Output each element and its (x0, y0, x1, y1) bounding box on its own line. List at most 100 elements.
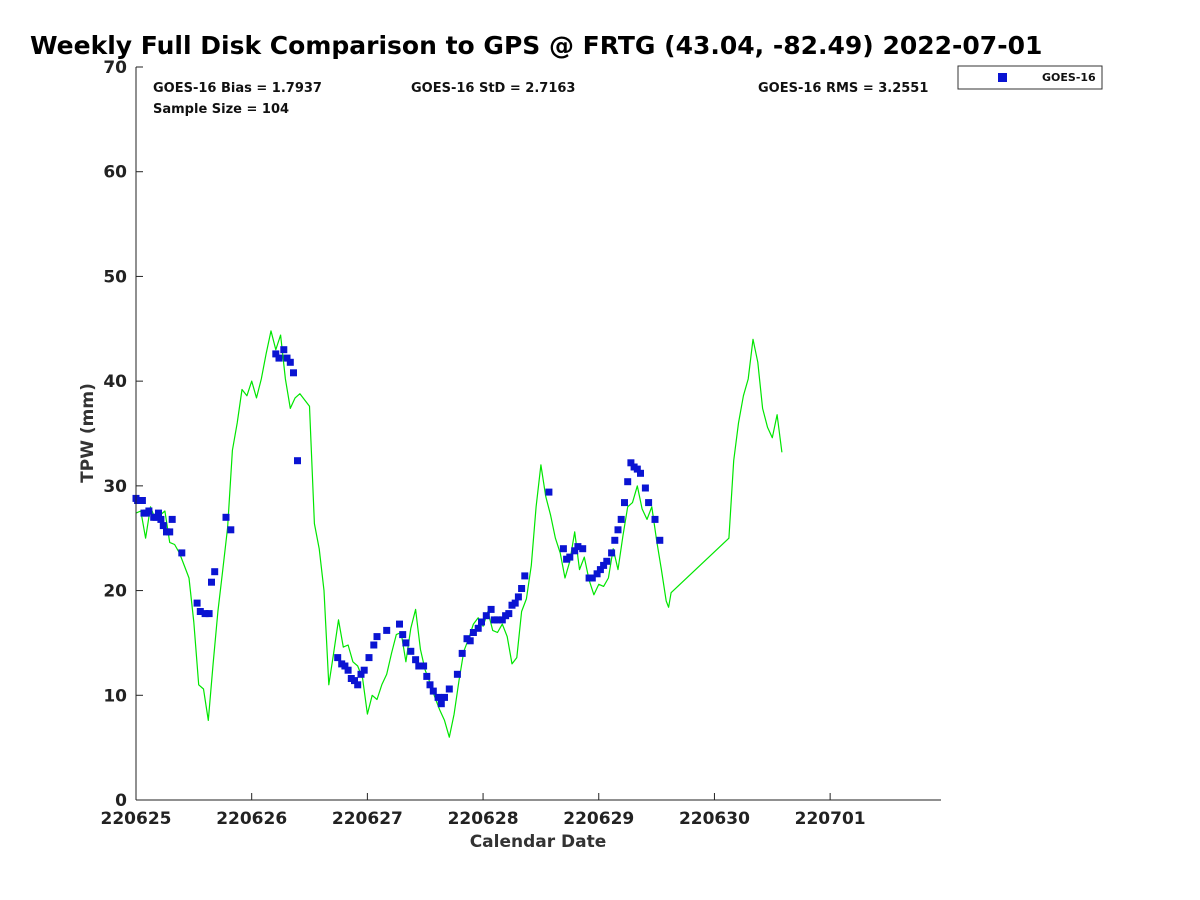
goes-point (354, 681, 362, 689)
x-tick-label: 220625 (101, 809, 172, 829)
y-tick-label: 70 (103, 58, 127, 78)
goes-point (178, 549, 186, 557)
goes-point (168, 515, 176, 523)
goes-point (222, 513, 230, 521)
goes-point (370, 641, 378, 649)
goes-point (482, 612, 490, 620)
goes-point (426, 681, 434, 689)
goes-point (494, 616, 501, 624)
goes-point (518, 585, 526, 592)
goes-point (155, 509, 162, 517)
goes-point (441, 693, 448, 701)
goes-point (641, 484, 649, 492)
goes-point (437, 700, 445, 708)
goes-point (383, 626, 391, 634)
goes-point (514, 593, 522, 601)
goes-point (603, 557, 611, 565)
goes-point (396, 620, 403, 628)
goes-point (275, 354, 283, 362)
legend-marker (998, 73, 1007, 82)
goes-point (344, 666, 352, 674)
x-tick-label: 220701 (795, 809, 866, 829)
goes-point (201, 610, 209, 618)
goes-point (360, 666, 368, 674)
goes-point (637, 469, 644, 477)
goes-point (373, 633, 381, 641)
goes-point (614, 526, 622, 534)
goes-point (357, 670, 365, 678)
goes-point (157, 515, 165, 523)
goes-point (294, 457, 301, 465)
goes-point (445, 685, 453, 693)
goes-point (617, 515, 625, 523)
goes-point (474, 624, 482, 632)
stats-panel: GOES-16 Bias = 1.7937 GOES-16 StD = 2.71… (153, 81, 928, 117)
goes-point (453, 670, 461, 678)
y-axis-ticks: 0 10 20 30 40 50 60 70 (103, 58, 143, 811)
goes-point (211, 568, 219, 576)
goes-point (407, 647, 415, 655)
goes-point (487, 605, 495, 613)
y-tick-label: 30 (103, 477, 127, 497)
gps-line (135, 330, 783, 738)
y-axis-label: TPW (mm) (78, 383, 98, 483)
goes-point (166, 528, 174, 536)
goes-point (365, 654, 373, 662)
goes-point (196, 608, 204, 615)
goes-point (341, 662, 349, 670)
goes-point (227, 526, 235, 534)
goes-point (145, 507, 153, 515)
y-tick-label: 10 (103, 686, 127, 706)
goes-point (399, 631, 407, 639)
goes-point (420, 662, 428, 670)
goes-point (498, 616, 506, 624)
goes-point (633, 465, 641, 473)
goes-point (611, 536, 619, 544)
goes-series (132, 346, 664, 708)
goes-point (656, 536, 664, 544)
goes-point (138, 497, 146, 504)
goes-point (511, 599, 519, 607)
goes-point (469, 629, 477, 636)
goes-point (334, 654, 342, 662)
y-tick-label: 0 (115, 791, 127, 811)
goes-point (521, 572, 529, 580)
goes-point (434, 693, 442, 701)
stat-bias: GOES-16 Bias = 1.7937 (153, 81, 322, 96)
goes-point (600, 561, 608, 569)
goes-point (280, 346, 288, 354)
goes-point (208, 578, 215, 586)
goes-point (545, 488, 553, 496)
chart-title: Weekly Full Disk Comparison to GPS @ FRT… (30, 31, 1042, 60)
goes-point (193, 599, 201, 607)
legend: GOES-16 (957, 65, 1103, 90)
goes-point (593, 570, 601, 578)
x-tick-label: 220626 (216, 809, 287, 829)
goes-point (415, 662, 423, 670)
y-tick-label: 40 (103, 372, 127, 392)
goes-point (458, 649, 466, 657)
x-tick-label: 220627 (332, 809, 403, 829)
goes-point (412, 656, 420, 664)
goes-point (152, 513, 160, 521)
goes-point (571, 547, 579, 555)
goes-point (596, 566, 604, 574)
x-tick-label: 220628 (448, 809, 519, 829)
goes-point (645, 499, 653, 507)
goes-point (286, 358, 294, 366)
y-tick-label: 20 (103, 582, 127, 602)
x-axis-ticks: 220625 220626 220627 220628 220629 220630 2207… (101, 793, 866, 829)
goes-point (621, 499, 628, 507)
goes-point (566, 553, 574, 561)
stat-rms: GOES-16 RMS = 3.2551 (758, 81, 928, 96)
goes-point (478, 618, 485, 626)
x-tick-label: 220629 (563, 809, 634, 829)
goes-point (290, 369, 297, 377)
goes-point (466, 637, 474, 645)
goes-point (651, 515, 659, 523)
goes-point (505, 610, 513, 618)
legend-box (957, 65, 1103, 90)
goes-point (627, 459, 635, 467)
goes-point (423, 672, 431, 680)
